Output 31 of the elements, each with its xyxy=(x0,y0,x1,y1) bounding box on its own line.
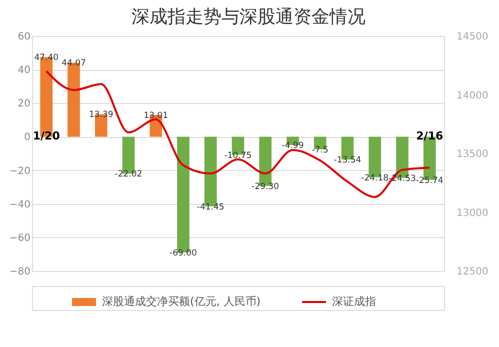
y2-tick-label: 12500 xyxy=(456,266,488,278)
y2-tick-label: 14500 xyxy=(456,32,488,42)
y-tick-label: −20 xyxy=(9,166,30,177)
data-label: 13.01 xyxy=(144,110,168,121)
data-label: -41.45 xyxy=(196,202,224,212)
x-tick-label: 2/16 xyxy=(416,130,444,143)
x-tick-label: 1/20 xyxy=(32,130,60,143)
data-label: -25.74 xyxy=(416,176,444,186)
y-tick-label: −40 xyxy=(9,199,30,210)
legend-label: 深证成指 xyxy=(332,295,376,308)
data-label: 44.07 xyxy=(62,58,86,69)
data-label: -10.75 xyxy=(224,150,252,161)
y-tick-label: 0 xyxy=(24,132,30,144)
y2-tick-label: 13500 xyxy=(456,149,488,160)
data-label: -29.30 xyxy=(252,182,280,192)
legend-label: 深股通成交净买额(亿元, 人民币) xyxy=(102,295,261,308)
y2-tick-label: 13000 xyxy=(456,208,488,219)
y-tick-label: −60 xyxy=(9,232,30,244)
data-label: -69.00 xyxy=(170,248,197,259)
data-label: -24.18 xyxy=(361,173,389,184)
y2-tick-label: 14000 xyxy=(456,90,488,102)
y-tick-label: 60 xyxy=(18,32,30,42)
data-label: -22.02 xyxy=(114,170,142,180)
y-tick-label: 20 xyxy=(18,98,30,110)
data-label: -13.54 xyxy=(334,155,362,166)
y-tick-label: 40 xyxy=(18,65,30,76)
y-tick-label: −80 xyxy=(9,266,30,278)
data-label: 13.39 xyxy=(88,110,114,120)
data-label: 47.40 xyxy=(34,53,59,64)
chart-title: 深成指走势与深股通资金情况 xyxy=(131,6,366,28)
data-label: -4.99 xyxy=(282,141,304,152)
